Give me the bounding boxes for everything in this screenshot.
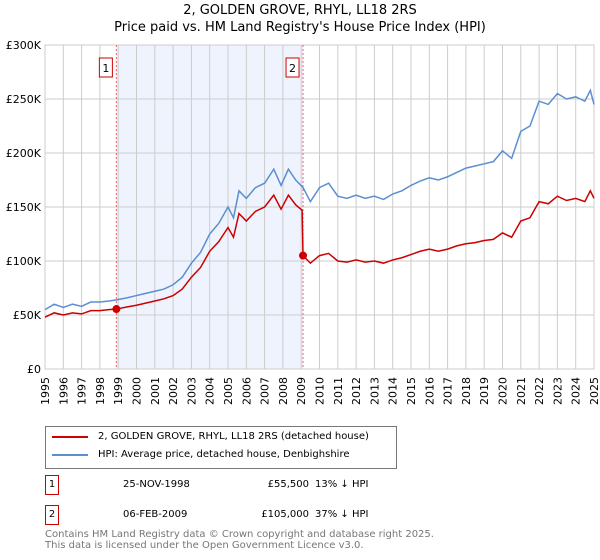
chart-subtitle: Price paid vs. HM Land Registry's House … [114, 20, 486, 35]
x-tick-label: 2010 [314, 377, 327, 405]
chart-plot: 1995 1996 1997 1998 1999 2000 2001 2002 2003 2004… [6, 39, 600, 405]
x-tick-label: 1998 [94, 377, 107, 405]
chart-title: 2, GOLDEN GROVE, RHYL, LL18 2RS [183, 3, 417, 18]
x-tick-label: 1996 [57, 377, 70, 405]
x-tick-label: 2016 [423, 377, 436, 405]
y-tick-label: £150K [6, 201, 42, 214]
hpi-line [44, 88, 595, 311]
footer: Contains HM Land Registry data © Crown c… [45, 529, 434, 551]
x-tick-label: 2006 [240, 377, 253, 405]
x-tick-label: 2012 [350, 377, 363, 405]
x-tick-label: 2019 [478, 377, 491, 405]
y-tick-label: £200K [6, 147, 42, 160]
x-tick-label: 2004 [204, 377, 217, 405]
x-tick-label: 1997 [76, 377, 89, 405]
x-tick-label: 2005 [222, 377, 235, 405]
x-tick-label: 1999 [112, 377, 125, 405]
property-line [44, 189, 595, 318]
x-tick-label: 2024 [570, 377, 583, 405]
sale-label-box [98, 57, 113, 78]
x-tick-label: 2009 [295, 377, 308, 405]
y-tick-label: £0 [27, 363, 41, 376]
x-tick-label: 2001 [149, 377, 162, 405]
legend-line-blue [52, 453, 88, 456]
legend-line-red [52, 435, 88, 438]
x-tick-label: 2015 [405, 377, 418, 405]
legend-item-hpi: HPI: Average price, detached house, Denb… [52, 449, 349, 460]
sale-label-box [285, 57, 300, 78]
legend: 2, GOLDEN GROVE, RHYL, LL18 2RS (detache… [45, 426, 397, 469]
x-tick-label: 2018 [460, 377, 473, 405]
x-tick-label: 2025 [588, 377, 600, 405]
sale-row: 2 06-FEB-2009 £105,000 37% ↓ HPI [45, 505, 545, 525]
sale-point [299, 251, 308, 260]
sale-row: 1 25-NOV-1998 £55,500 13% ↓ HPI [45, 475, 545, 495]
footer-line: This data is licensed under the Open Gov… [45, 540, 364, 551]
y-tick-label: £300K [6, 39, 42, 52]
sale-hpi-diff: 13% ↓ HPI [315, 479, 369, 490]
legend-item-property: 2, GOLDEN GROVE, RHYL, LL18 2RS (detache… [52, 431, 369, 442]
sale-date: 06-FEB-2009 [123, 509, 188, 520]
sale-label: 1 [102, 62, 109, 75]
y-tick-label: £50K [13, 309, 42, 322]
x-tick-label: 2023 [551, 377, 564, 405]
plot-border [44, 44, 595, 370]
sale-price: £105,000 [261, 509, 309, 520]
x-tick-label: 2003 [185, 377, 198, 405]
x-tick-label: 2008 [277, 377, 290, 405]
sale-hpi-diff: 37% ↓ HPI [315, 509, 369, 520]
x-tick-label: 2020 [497, 377, 510, 405]
x-tick-label: 2002 [167, 377, 180, 405]
legend-label: HPI: Average price, detached house, Denb… [98, 449, 350, 460]
x-tick-label: 2017 [442, 377, 455, 405]
sale-date: 25-NOV-1998 [123, 479, 190, 490]
sale-marker: 2 [45, 505, 59, 525]
x-tick-label: 1995 [39, 377, 52, 405]
x-tick-label: 2022 [533, 377, 546, 405]
x-tick-label: 2011 [332, 377, 345, 405]
x-tick-label: 2014 [387, 377, 400, 405]
x-tick-label: 2000 [131, 377, 144, 405]
sale-label: 2 [289, 62, 296, 75]
y-tick-label: £100K [6, 255, 42, 268]
x-tick-label: 2007 [259, 377, 272, 405]
sale-point [112, 305, 121, 314]
footer-line: Contains HM Land Registry data © Crown c… [45, 529, 434, 540]
sale-price: £55,500 [267, 479, 309, 490]
legend-label: 2, GOLDEN GROVE, RHYL, LL18 2RS (detache… [98, 431, 369, 442]
x-tick-label: 2021 [515, 377, 528, 405]
y-tick-label: £250K [6, 93, 42, 106]
x-tick-label: 2013 [368, 377, 381, 405]
sale-marker: 1 [45, 475, 59, 495]
